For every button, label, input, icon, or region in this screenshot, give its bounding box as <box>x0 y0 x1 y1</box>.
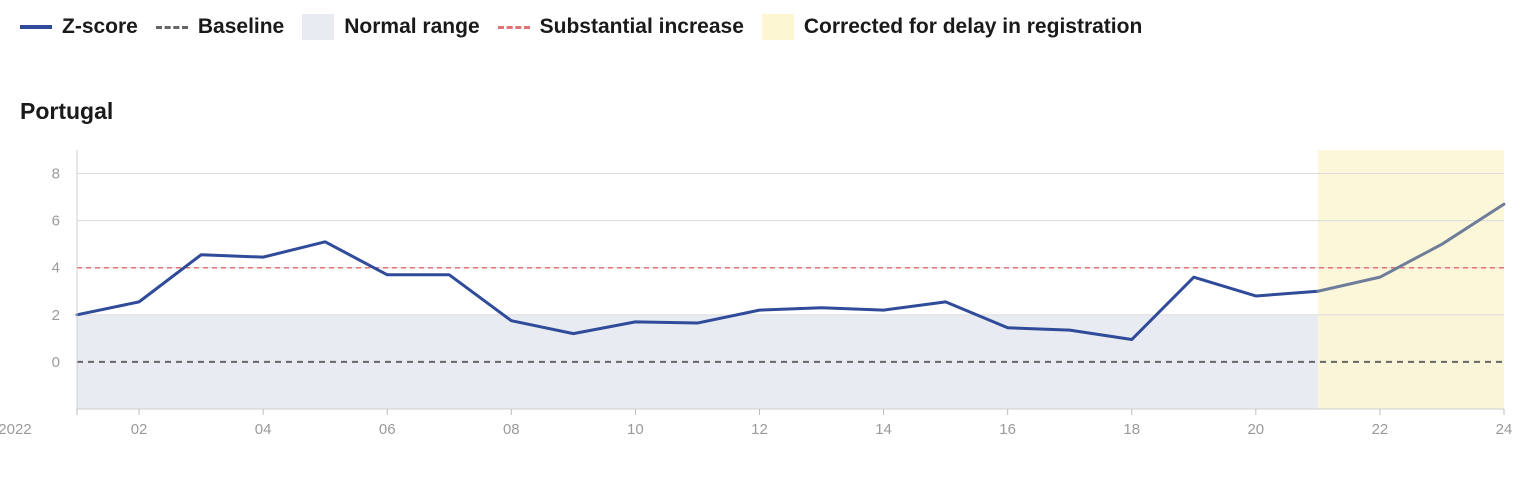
zscore-line <box>75 240 1320 342</box>
x-tick-label: 06 <box>379 421 396 438</box>
corrected-line <box>1316 202 1506 293</box>
series <box>75 202 1506 342</box>
legend-label-zscore: Z-score <box>62 15 138 38</box>
legend-item-substantial[interactable]: Substantial increase <box>497 15 744 39</box>
chart-background <box>77 150 1504 409</box>
x-tick-label: 08 <box>503 421 520 438</box>
y-tick-label: 2 <box>52 307 60 324</box>
x-tick-label: 24 <box>1496 421 1513 438</box>
x-tick-label: 22 <box>1372 421 1389 438</box>
substantial-swatch <box>497 25 530 29</box>
y-tick-label: 8 <box>52 166 60 183</box>
x-tick-label: 2022 <box>0 421 32 438</box>
x-tick-label: 20 <box>1247 421 1264 438</box>
x-tick-label: 16 <box>999 421 1016 438</box>
legend-label-normal: Normal range <box>344 15 480 38</box>
legend-label-baseline: Baseline <box>197 15 285 38</box>
reference-lines <box>77 266 1504 363</box>
y-tick-label: 4 <box>52 260 60 277</box>
y-tick-label: 0 <box>52 354 60 371</box>
x-tick-label: 04 <box>255 421 272 438</box>
baseline-swatch <box>155 25 188 29</box>
legend-label-corrected: Corrected for delay in registration <box>803 15 1143 38</box>
chart-title: Portugal <box>20 98 114 124</box>
legend-item-zscore[interactable]: Z-score <box>20 15 138 39</box>
x-tick-label: 14 <box>875 421 892 438</box>
legend-label-substantial: Substantial increase <box>539 15 744 38</box>
legend: Z-score Baseline Normal range Substantia… <box>20 14 1160 40</box>
x-tick-label: 02 <box>131 421 148 438</box>
corrected-swatch <box>761 14 794 40</box>
normal-range-swatch <box>302 14 335 40</box>
legend-item-baseline[interactable]: Baseline <box>155 15 285 39</box>
x-tick-label: 18 <box>1123 421 1140 438</box>
legend-item-normal[interactable]: Normal range <box>302 14 480 40</box>
corrected-region <box>1317 150 1504 409</box>
x-tick-label: 10 <box>627 421 644 438</box>
legend-item-corrected[interactable]: Corrected for delay in registration <box>761 14 1143 40</box>
zscore-swatch <box>20 25 52 29</box>
x-tick-label: 12 <box>751 421 768 438</box>
y-tick-label: 6 <box>52 213 60 230</box>
